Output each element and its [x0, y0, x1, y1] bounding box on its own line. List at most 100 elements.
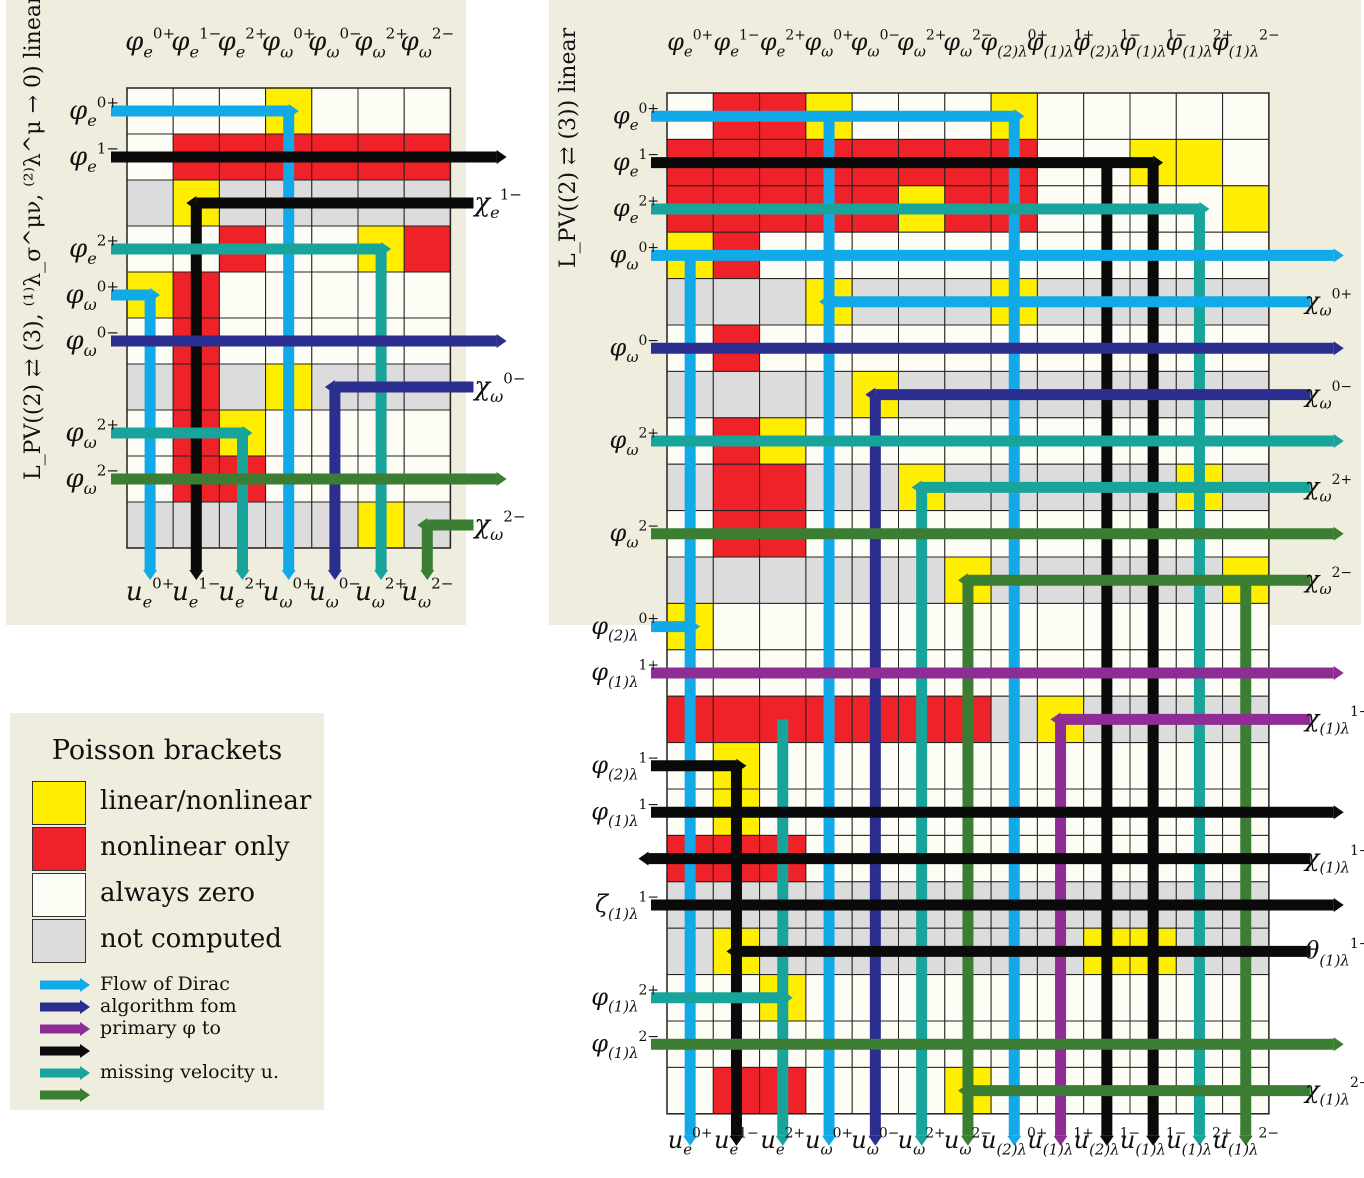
flow-arrowhead — [1333, 1037, 1344, 1052]
axis-label: uω2− — [944, 1125, 992, 1158]
flow-arrowhead — [150, 288, 161, 302]
flow-arrowhead — [736, 758, 747, 773]
flow-arrowhead — [242, 426, 253, 440]
axis-label: φ(1)λ1+ — [1027, 27, 1095, 60]
axis-label: uω0+ — [805, 1125, 853, 1158]
axis-label: φe0+ — [125, 25, 175, 62]
axis-label: φω2+ — [610, 426, 659, 459]
legend-flow-label: primary φ to — [100, 1017, 221, 1039]
axis-label: φω2− — [401, 25, 455, 62]
axis-label: u(1)λ1− — [1120, 1125, 1186, 1158]
matrix-cell — [403, 271, 451, 319]
flow-arrowhead — [80, 1022, 90, 1036]
matrix-cell — [759, 463, 807, 512]
flow-arrowhead — [189, 570, 204, 580]
axis-label: φω2+ — [897, 27, 946, 60]
axis-label: φω2+ — [354, 25, 408, 62]
axis-label: u(2)λ0+ — [981, 1125, 1047, 1158]
axis-label: φ(1)λ2+ — [1166, 27, 1234, 60]
matrix-cell — [759, 370, 807, 419]
flow-arrowhead — [782, 990, 793, 1005]
axis-label: φe1− — [613, 147, 659, 180]
flow-arrowhead — [1333, 666, 1344, 680]
axis-label: φe2+ — [760, 27, 806, 60]
axis-label: φ(1)λ2− — [591, 1029, 659, 1062]
matrix-cell — [759, 556, 807, 604]
axis-label: χω2+ — [1303, 472, 1352, 505]
axis-label: uω2− — [401, 575, 453, 612]
axis-label: φ(1)λ1+ — [591, 658, 659, 691]
matrix-cell — [1222, 92, 1270, 140]
axis-label: ue0+ — [668, 1125, 713, 1158]
legend-flow-label: algorithm fom — [100, 995, 237, 1017]
matrix-cell — [218, 363, 267, 411]
legend-flow-label: missing velocity u. — [100, 1061, 280, 1083]
matrix-cell — [1222, 138, 1270, 187]
flow-arrowhead — [80, 1088, 90, 1102]
matrix-cell — [1222, 185, 1270, 233]
axis-label: ue1− — [172, 575, 221, 612]
matrix-cell — [1036, 92, 1085, 140]
axis-label: φ(1)λ1− — [1119, 27, 1187, 60]
flow-arrowhead — [381, 242, 392, 256]
matrix-cell — [1083, 92, 1131, 140]
axis-label: χ(1)λ1− — [1303, 843, 1364, 876]
legend-swatch — [32, 919, 86, 963]
axis-label: φ(1)λ2− — [1212, 27, 1280, 60]
flow-arrowhead — [80, 1066, 90, 1080]
legend-flow-row: primary φ to — [32, 1017, 221, 1039]
matrix-cell — [712, 695, 761, 744]
axis-label: ue1− — [714, 1125, 759, 1158]
axis-label: φ(1)λ1− — [591, 797, 659, 830]
flow-arrowhead — [80, 1044, 90, 1058]
axis-label: χω2− — [472, 507, 525, 544]
flow-arrowhead — [281, 570, 296, 580]
left-side-title: L_PV((2) ⇄ (3), ⁽¹⁾λ_σ^μν, ⁽²⁾λ^μ → 0) l… — [21, 0, 46, 480]
axis-label: φω0− — [308, 25, 362, 62]
matrix-cell — [311, 271, 359, 319]
flow-arrowhead — [1333, 434, 1344, 448]
matrix-cell — [126, 179, 174, 227]
axis-label: ue0+ — [126, 575, 175, 612]
axis-label: φe2+ — [613, 194, 659, 227]
axis-label: χω0− — [1303, 379, 1352, 412]
matrix-cell — [357, 87, 405, 135]
legend-swatch — [32, 873, 86, 917]
flow-arrowhead — [327, 570, 342, 580]
flow-arrowhead — [1192, 1135, 1207, 1146]
axis-label: θ(1)λ1− — [1305, 936, 1364, 969]
flow-arrowhead — [822, 1135, 837, 1146]
axis-label: φ(2)λ1− — [1073, 27, 1141, 60]
matrix-cell — [311, 87, 359, 135]
legend-flow-row: Flow of Dirac — [32, 973, 230, 995]
axis-label: φω0− — [65, 323, 119, 360]
legend-title: Poisson brackets — [51, 735, 283, 766]
axis-label: φe2+ — [218, 25, 268, 62]
flow-arrowhead — [1333, 341, 1344, 356]
axis-label: φω2− — [65, 461, 119, 498]
matrix-cell — [712, 370, 761, 419]
axis-label: u(1)λ2+ — [1166, 1125, 1232, 1158]
flow-arrowhead — [1333, 898, 1344, 912]
axis-labels: φe0+φe1−φe2+φω0+φω0−φω2+φω2−ue0+ue1−ue2+… — [65, 25, 1364, 1159]
flow-arrowhead — [957, 573, 968, 588]
axis-label: φe1− — [171, 25, 221, 62]
axis-label: φω0+ — [610, 240, 659, 273]
axis-label: uω0+ — [263, 575, 315, 612]
svg-text:L_PV((2) ⇄ (3)) linear: L_PV((2) ⇄ (3)) linear — [556, 27, 581, 268]
legend-flow-arrow — [40, 1066, 90, 1080]
flow-arrowhead — [690, 619, 701, 634]
flow-arrowhead — [1050, 712, 1061, 727]
matrix-cell — [403, 225, 451, 273]
axis-label: ue2+ — [218, 575, 267, 612]
axis-label: φω0− — [610, 333, 659, 366]
flow-arrowhead — [1238, 1135, 1253, 1146]
legend-swatch — [32, 781, 86, 825]
matrix-cell — [759, 602, 807, 651]
axis-label: ζ(1)λ1− — [595, 890, 659, 923]
axis-label: φω0+ — [262, 25, 316, 62]
flow-arrowhead — [865, 387, 876, 402]
matrix-cell — [1036, 602, 1085, 651]
axis-label: ue2+ — [760, 1125, 805, 1158]
